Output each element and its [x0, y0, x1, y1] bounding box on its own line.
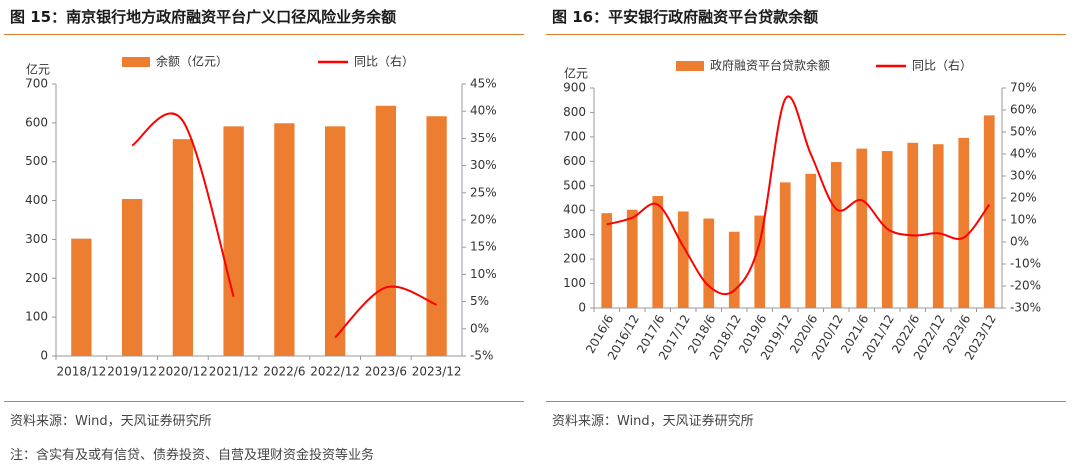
- bar: [958, 137, 970, 308]
- legend-label: 余额（亿元）: [156, 54, 228, 69]
- legend-label: 同比（右）: [354, 54, 414, 69]
- y2-tick-label: 0%: [470, 321, 489, 335]
- y-tick-label: 300: [25, 232, 48, 246]
- figure-15-source: 资料来源：Wind，天风证券研究所: [10, 414, 212, 429]
- y2-tick-label: 30%: [470, 158, 497, 172]
- bar: [375, 105, 397, 356]
- y2-tick-label: 50%: [1010, 125, 1037, 139]
- x-tick-label: 2023/6: [365, 365, 407, 379]
- y-tick-label: 700: [563, 129, 586, 143]
- x-tick-label: 2021/12: [209, 365, 259, 379]
- y2-tick-label: 20%: [470, 213, 497, 227]
- y-tick-label: 100: [25, 310, 48, 324]
- y2-tick-label: -5%: [470, 349, 493, 363]
- bar: [703, 218, 715, 308]
- y-tick-label: 800: [563, 105, 586, 119]
- y-tick-label: 0: [578, 301, 586, 315]
- series-line: [334, 285, 438, 339]
- bar: [932, 144, 944, 308]
- bar: [121, 199, 143, 356]
- y-axis-title: 亿元: [564, 66, 588, 81]
- legend-label: 政府融资平台贷款余额: [710, 58, 830, 73]
- figure-15-title-rule: [4, 34, 524, 35]
- y2-tick-label: 10%: [470, 267, 497, 281]
- figure-16-panel: 图 16：平安银行政府融资平台贷款余额 0 100 200 300 400 500 600 7…: [546, 0, 1074, 472]
- figure-15-title: 图 15：南京银行地方政府融资平台广义口径风险业务余额: [10, 8, 397, 26]
- bar: [223, 126, 244, 357]
- bar: [626, 209, 638, 308]
- y-tick-label: 300: [563, 227, 586, 241]
- y-tick-label: 0: [40, 349, 48, 363]
- legend-swatch-bar: [122, 57, 150, 67]
- y2-tick-label: 60%: [1010, 103, 1037, 117]
- bar: [907, 142, 919, 308]
- x-tick-label: 2022/6: [263, 365, 305, 379]
- bar: [426, 116, 447, 356]
- x-tick-label: 2019/12: [107, 365, 157, 379]
- figure-16-title: 图 16：平安银行政府融资平台贷款余额: [552, 8, 819, 26]
- y-tick-label: 900: [563, 81, 586, 95]
- figure-15-note: 注：含实有及或有信贷、债券投资、自营及理财资金投资等业务: [10, 448, 375, 463]
- bar: [830, 162, 842, 308]
- bar: [779, 182, 791, 308]
- bar: [172, 139, 194, 356]
- series-line: [606, 95, 991, 296]
- bar: [71, 238, 92, 356]
- bar: [677, 211, 689, 308]
- y2-tick-label: 35%: [470, 131, 497, 145]
- bar: [652, 196, 664, 308]
- y2-tick-label: 40%: [1010, 147, 1037, 161]
- y2-tick-label: 40%: [470, 104, 497, 118]
- x-tick-label: 2022/12: [310, 365, 360, 379]
- y2-tick-label: 25%: [470, 185, 497, 199]
- series-line: [131, 112, 235, 297]
- y2-tick-label: 20%: [1010, 191, 1037, 205]
- bar: [324, 126, 346, 357]
- y-tick-label: 500: [563, 178, 586, 192]
- y-tick-label: 700: [25, 77, 48, 91]
- bar: [728, 231, 740, 308]
- y-tick-label: 200: [563, 252, 586, 266]
- figure-16-source: 资料来源：Wind，天风证券研究所: [552, 414, 754, 429]
- y-axis-title: 亿元: [26, 62, 50, 77]
- y-tick-label: 500: [25, 154, 48, 168]
- figure-15-bottom-rule: [4, 401, 524, 402]
- figure-16-chart: 0 100 200 300 400 500 600 700 800 900 -30% -20% -10%…: [563, 58, 1041, 363]
- y2-tick-label: -20%: [1010, 279, 1041, 293]
- y2-tick-label: -30%: [1010, 301, 1041, 315]
- y-tick-label: 600: [563, 154, 586, 168]
- y2-tick-label: 70%: [1010, 81, 1037, 95]
- x-tick-label: 2018/12: [56, 365, 106, 379]
- bar: [983, 115, 995, 308]
- bar: [856, 148, 868, 308]
- y2-tick-label: 10%: [1010, 213, 1037, 227]
- y-tick-label: 200: [25, 271, 48, 285]
- figure-15-panel: 图 15：南京银行地方政府融资平台广义口径风险业务余额 0 100 200 300 40…: [4, 0, 532, 472]
- bar: [754, 215, 766, 308]
- y2-tick-label: 0%: [1010, 235, 1029, 249]
- figure-16-title-rule: [546, 34, 1066, 35]
- figure-16-bottom-rule: [546, 401, 1066, 402]
- legend-swatch-bar: [676, 61, 704, 71]
- y-tick-label: 600: [25, 115, 48, 129]
- y-tick-label: 400: [563, 203, 586, 217]
- y2-tick-label: 45%: [470, 77, 497, 91]
- y-tick-label: 400: [25, 193, 48, 207]
- bar: [805, 173, 817, 308]
- x-tick-label: 2023/12: [412, 365, 462, 379]
- figure-15-chart: 0 100 200 300 400 500 600 700 -5% 0% 5% 10% 15% 20% 25…: [25, 54, 497, 379]
- bar: [601, 213, 613, 308]
- y-tick-label: 100: [563, 276, 586, 290]
- y2-tick-label: 30%: [1010, 169, 1037, 183]
- x-tick-label: 2020/12: [158, 365, 208, 379]
- y2-tick-label: 15%: [470, 240, 497, 254]
- legend-label: 同比（右）: [912, 58, 972, 73]
- bar: [274, 123, 295, 356]
- y2-tick-label: 5%: [470, 294, 489, 308]
- y2-tick-label: -10%: [1010, 257, 1041, 271]
